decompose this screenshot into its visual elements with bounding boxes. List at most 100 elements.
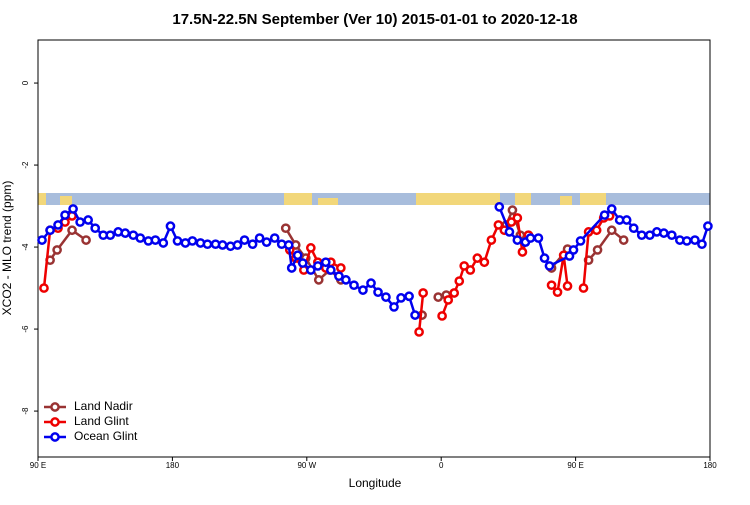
point bbox=[568, 245, 579, 255]
point bbox=[507, 205, 518, 216]
point bbox=[599, 210, 610, 220]
point bbox=[472, 253, 483, 263]
point bbox=[341, 275, 351, 285]
point bbox=[90, 223, 101, 234]
point bbox=[187, 236, 198, 246]
point bbox=[247, 239, 258, 250]
x-tick-label: 90 E bbox=[30, 461, 46, 470]
point bbox=[335, 263, 346, 273]
y-tick-label: -4 bbox=[21, 243, 30, 251]
point bbox=[239, 235, 250, 245]
point bbox=[135, 233, 146, 243]
point bbox=[533, 233, 544, 243]
point bbox=[261, 237, 272, 247]
point bbox=[606, 204, 617, 214]
point bbox=[83, 215, 94, 225]
point bbox=[433, 292, 444, 302]
point bbox=[313, 261, 323, 271]
point bbox=[172, 236, 183, 246]
point bbox=[320, 257, 331, 268]
x-tick-label: 180 bbox=[703, 461, 717, 470]
point bbox=[591, 225, 602, 236]
point bbox=[283, 240, 294, 250]
point bbox=[53, 220, 63, 230]
point bbox=[512, 235, 523, 245]
point bbox=[150, 235, 161, 245]
point bbox=[512, 213, 523, 223]
series-line bbox=[49, 206, 625, 299]
point bbox=[105, 230, 116, 241]
point bbox=[269, 233, 280, 243]
series-line bbox=[41, 206, 710, 316]
point bbox=[373, 287, 383, 298]
point bbox=[325, 265, 336, 275]
point bbox=[389, 302, 399, 312]
point bbox=[81, 235, 91, 245]
legend-marker bbox=[50, 417, 60, 427]
y-tick-label: -8 bbox=[21, 407, 30, 415]
point bbox=[479, 257, 490, 268]
chart-title: 17.5N-22.5N September (Ver 10) 2015-01-0… bbox=[172, 11, 577, 28]
point bbox=[404, 291, 414, 302]
point bbox=[39, 283, 49, 293]
point bbox=[37, 235, 47, 245]
y-axis-label: XCO2 - MLO trend (ppm) bbox=[0, 181, 14, 316]
y-tick-label: -6 bbox=[21, 325, 30, 333]
point bbox=[410, 310, 420, 320]
point bbox=[292, 250, 303, 261]
point bbox=[280, 223, 291, 234]
point bbox=[449, 288, 460, 298]
point bbox=[349, 280, 359, 291]
point bbox=[45, 225, 55, 236]
point bbox=[67, 225, 77, 236]
point bbox=[158, 238, 169, 248]
point bbox=[334, 271, 344, 282]
point bbox=[493, 220, 504, 230]
point bbox=[546, 280, 557, 291]
point bbox=[697, 239, 707, 250]
point bbox=[628, 223, 639, 234]
x-tick-label: 0 bbox=[439, 461, 444, 470]
x-tick-label: 90 W bbox=[297, 461, 316, 470]
point bbox=[621, 215, 632, 225]
point bbox=[575, 236, 586, 246]
x-tick-label: 180 bbox=[166, 461, 180, 470]
y-tick-label: 0 bbox=[21, 80, 30, 85]
point bbox=[358, 285, 368, 295]
point bbox=[254, 233, 265, 243]
point bbox=[75, 217, 85, 227]
point bbox=[60, 210, 70, 220]
legend-label: Ocean Glint bbox=[74, 429, 138, 443]
legend-marker bbox=[50, 402, 60, 412]
point bbox=[552, 287, 563, 298]
point bbox=[202, 239, 213, 250]
point bbox=[517, 247, 528, 257]
legend-marker bbox=[50, 432, 60, 442]
point bbox=[305, 265, 316, 275]
legend-label: Land Nadir bbox=[74, 399, 133, 413]
point bbox=[418, 288, 428, 298]
y-tick-label: -2 bbox=[21, 161, 30, 169]
point bbox=[682, 236, 692, 246]
point bbox=[618, 235, 629, 245]
point bbox=[504, 227, 515, 237]
point bbox=[486, 235, 497, 245]
point bbox=[443, 295, 454, 305]
point bbox=[465, 265, 476, 275]
point bbox=[305, 243, 316, 253]
point bbox=[297, 258, 308, 268]
x-tick-label: 90 E bbox=[567, 461, 583, 470]
plot-frame bbox=[37, 39, 711, 458]
point bbox=[578, 283, 589, 293]
x-axis-label: Longitude bbox=[349, 476, 402, 490]
point bbox=[437, 311, 447, 321]
point bbox=[703, 221, 713, 232]
point bbox=[525, 233, 536, 243]
point bbox=[562, 281, 573, 291]
point bbox=[68, 204, 78, 214]
legend-label: Land Glint bbox=[74, 414, 129, 428]
point bbox=[592, 245, 603, 255]
point bbox=[539, 253, 550, 263]
point bbox=[494, 202, 505, 212]
point bbox=[636, 230, 647, 241]
